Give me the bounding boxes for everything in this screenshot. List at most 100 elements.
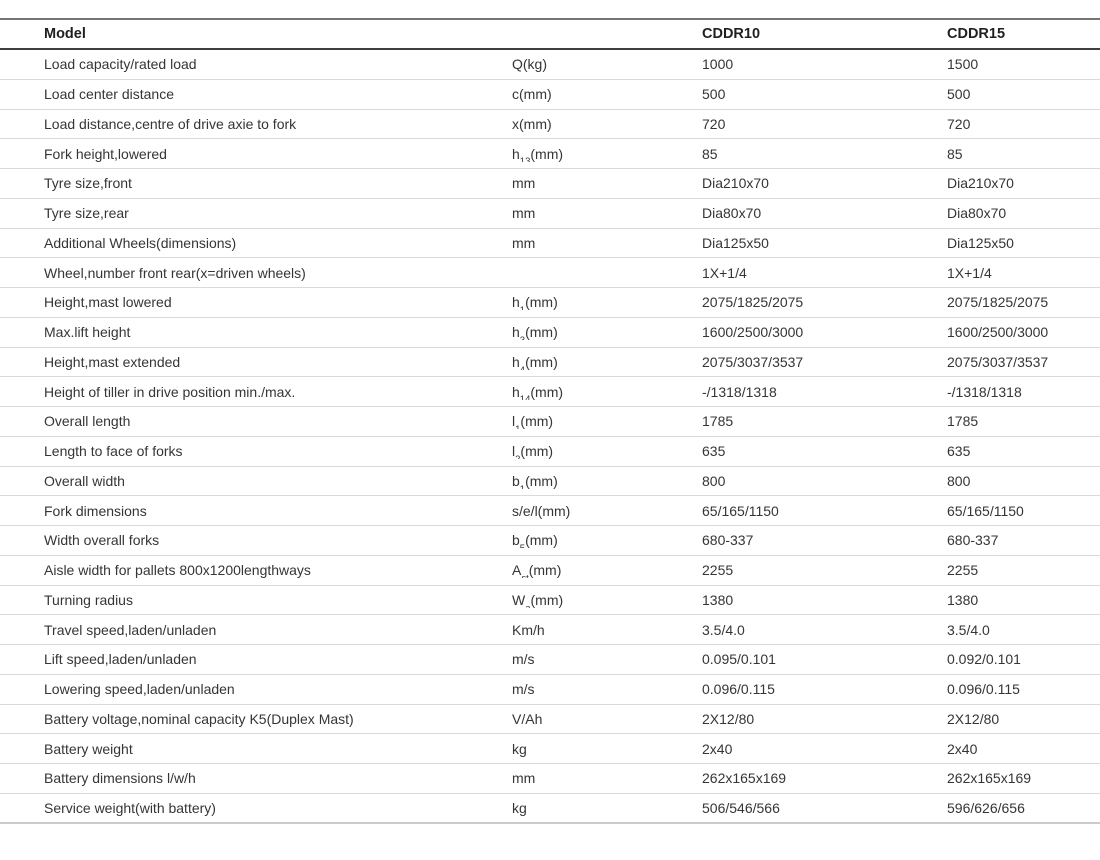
unit-post: (mm) (530, 383, 564, 400)
spec-label: Lowering speed,laden/unladen (44, 681, 235, 698)
header-column-cddr10: CDDR10 (702, 26, 761, 42)
spec-unit: mm (512, 235, 702, 251)
value-cddr10: 2255 (702, 562, 734, 579)
unit-pre: m/s (512, 681, 535, 698)
value-cddr10: 65/165/1150 (702, 502, 779, 519)
table-row: Aisle width for pallets 800x1200lengthwa… (0, 556, 1100, 586)
spec-unit: Wa(mm) (512, 592, 702, 608)
value-cddr10: 1380 (702, 591, 734, 608)
unit-post: (mm) (525, 532, 558, 549)
table-row: Height,mast extended h4(mm) 2075/3037/35… (0, 348, 1100, 378)
spec-label: Width overall forks (44, 532, 160, 549)
value-cddr15: 2255 (947, 562, 979, 579)
value-cddr15: 680-337 (947, 532, 999, 549)
unit-subscript: 2 (515, 454, 520, 459)
table-row: Battery dimensions l/w/h mm 262x165x169 … (0, 764, 1100, 794)
unit-subscript: 14 (520, 394, 531, 399)
spec-unit: h13(mm) (512, 146, 702, 162)
unit-post: (mm) (530, 591, 564, 608)
spec-unit: b5(mm) (512, 532, 702, 548)
spec-label: Height,mast lowered (44, 294, 172, 311)
value-cddr10: 506/546/566 (702, 799, 780, 816)
unit-pre: mm (512, 770, 536, 787)
spec-label: Lift speed,laden/unladen (44, 651, 197, 668)
spec-unit: l2(mm) (512, 443, 702, 459)
unit-pre: Q(kg) (512, 56, 547, 73)
table-row: Battery voltage,nominal capacity K5(Dupl… (0, 705, 1100, 735)
value-cddr15: 800 (947, 472, 971, 489)
value-cddr10: 2x40 (702, 740, 733, 757)
table-row: Max.lift height h3(mm) 1600/2500/3000 16… (0, 318, 1100, 348)
value-cddr10: 680-337 (702, 532, 754, 549)
value-cddr10: -/1318/1318 (702, 383, 777, 400)
spec-unit: m/s (512, 681, 702, 697)
value-cddr15: 2075/3037/3537 (947, 353, 1049, 370)
table-row: Service weight(with battery) kg 506/546/… (0, 794, 1100, 824)
table-row: Turning radius Wa(mm) 1380 1380 (0, 586, 1100, 616)
header-column-cddr15: CDDR15 (947, 26, 1006, 42)
unit-subscript: 5 (520, 543, 525, 548)
unit-post: (mm) (520, 443, 554, 460)
value-cddr10: 1000 (702, 56, 734, 73)
table-row: Lift speed,laden/unladen m/s 0.095/0.101… (0, 645, 1100, 675)
spec-unit: kg (512, 800, 702, 816)
spec-unit: x(mm) (512, 116, 702, 132)
spec-unit: h4(mm) (512, 354, 702, 370)
spec-label: Height,mast extended (44, 353, 181, 370)
spec-label: Fork height,lowered (44, 145, 167, 162)
unit-pre: h (512, 324, 520, 341)
unit-post: (mm) (520, 413, 554, 430)
spec-label: Length to face of forks (44, 443, 183, 460)
spec-unit: h1(mm) (512, 294, 702, 310)
table-row: Load capacity/rated load Q(kg) 1000 1500 (0, 50, 1100, 80)
unit-pre: h (512, 294, 520, 311)
unit-pre: A (512, 562, 522, 579)
value-cddr10: 3.5/4.0 (702, 621, 745, 638)
value-cddr10: 85 (702, 145, 718, 162)
spec-unit: Q(kg) (512, 56, 702, 72)
unit-subscript: 13 (520, 156, 531, 161)
unit-pre: W (512, 591, 526, 608)
table-row: Height of tiller in drive position min./… (0, 377, 1100, 407)
spec-unit: mm (512, 770, 702, 786)
value-cddr15: 1500 (947, 56, 979, 73)
value-cddr15: 0.096/0.115 (947, 681, 1020, 698)
value-cddr10: 1785 (702, 413, 734, 430)
value-cddr10: 800 (702, 472, 726, 489)
unit-pre: c(mm) (512, 86, 552, 103)
value-cddr15: 0.092/0.101 (947, 651, 1021, 668)
unit-pre: Km/h (512, 621, 545, 638)
spec-label: Load capacity/rated load (44, 56, 197, 73)
unit-pre: mm (512, 205, 536, 222)
value-cddr10: 500 (702, 86, 726, 103)
spec-label: Load center distance (44, 86, 174, 103)
value-cddr10: 1X+1/4 (702, 264, 747, 281)
unit-subscript: a (525, 603, 530, 607)
spec-label: Battery dimensions l/w/h (44, 770, 196, 787)
unit-post: (mm) (525, 324, 558, 341)
unit-post: (mm) (525, 294, 558, 311)
spec-label: Max.lift height (44, 324, 131, 341)
spec-unit: Km/h (512, 622, 702, 638)
unit-subscript: 3 (520, 335, 525, 340)
specification-table: Model CDDR10 CDDR15 Load capacity/rated … (0, 18, 1100, 824)
value-cddr15: 1600/2500/3000 (947, 324, 1049, 341)
value-cddr15: 1X+1/4 (947, 264, 992, 281)
spec-label: Additional Wheels(dimensions) (44, 234, 237, 251)
table-row: Overall width b1(mm) 800 800 (0, 467, 1100, 497)
unit-pre: l (512, 443, 516, 460)
spec-unit: b1(mm) (512, 473, 702, 489)
value-cddr10: 720 (702, 115, 726, 132)
table-header-row: Model CDDR10 CDDR15 (0, 18, 1100, 50)
table-row: Tyre size,front mm Dia210x70 Dia210x70 (0, 169, 1100, 199)
value-cddr15: 2x40 (947, 740, 978, 757)
table-row: Width overall forks b5(mm) 680-337 680-3… (0, 526, 1100, 556)
spec-label: Battery weight (44, 740, 133, 757)
value-cddr15: -/1318/1318 (947, 383, 1022, 400)
spec-label: Travel speed,laden/unladen (44, 621, 217, 638)
table-row: Lowering speed,laden/unladen m/s 0.096/0… (0, 675, 1100, 705)
value-cddr15: 65/165/1150 (947, 502, 1024, 519)
spec-label: Service weight(with battery) (44, 799, 216, 816)
unit-subscript: 4 (520, 365, 525, 369)
unit-pre: s/e/l(mm) (512, 502, 571, 519)
